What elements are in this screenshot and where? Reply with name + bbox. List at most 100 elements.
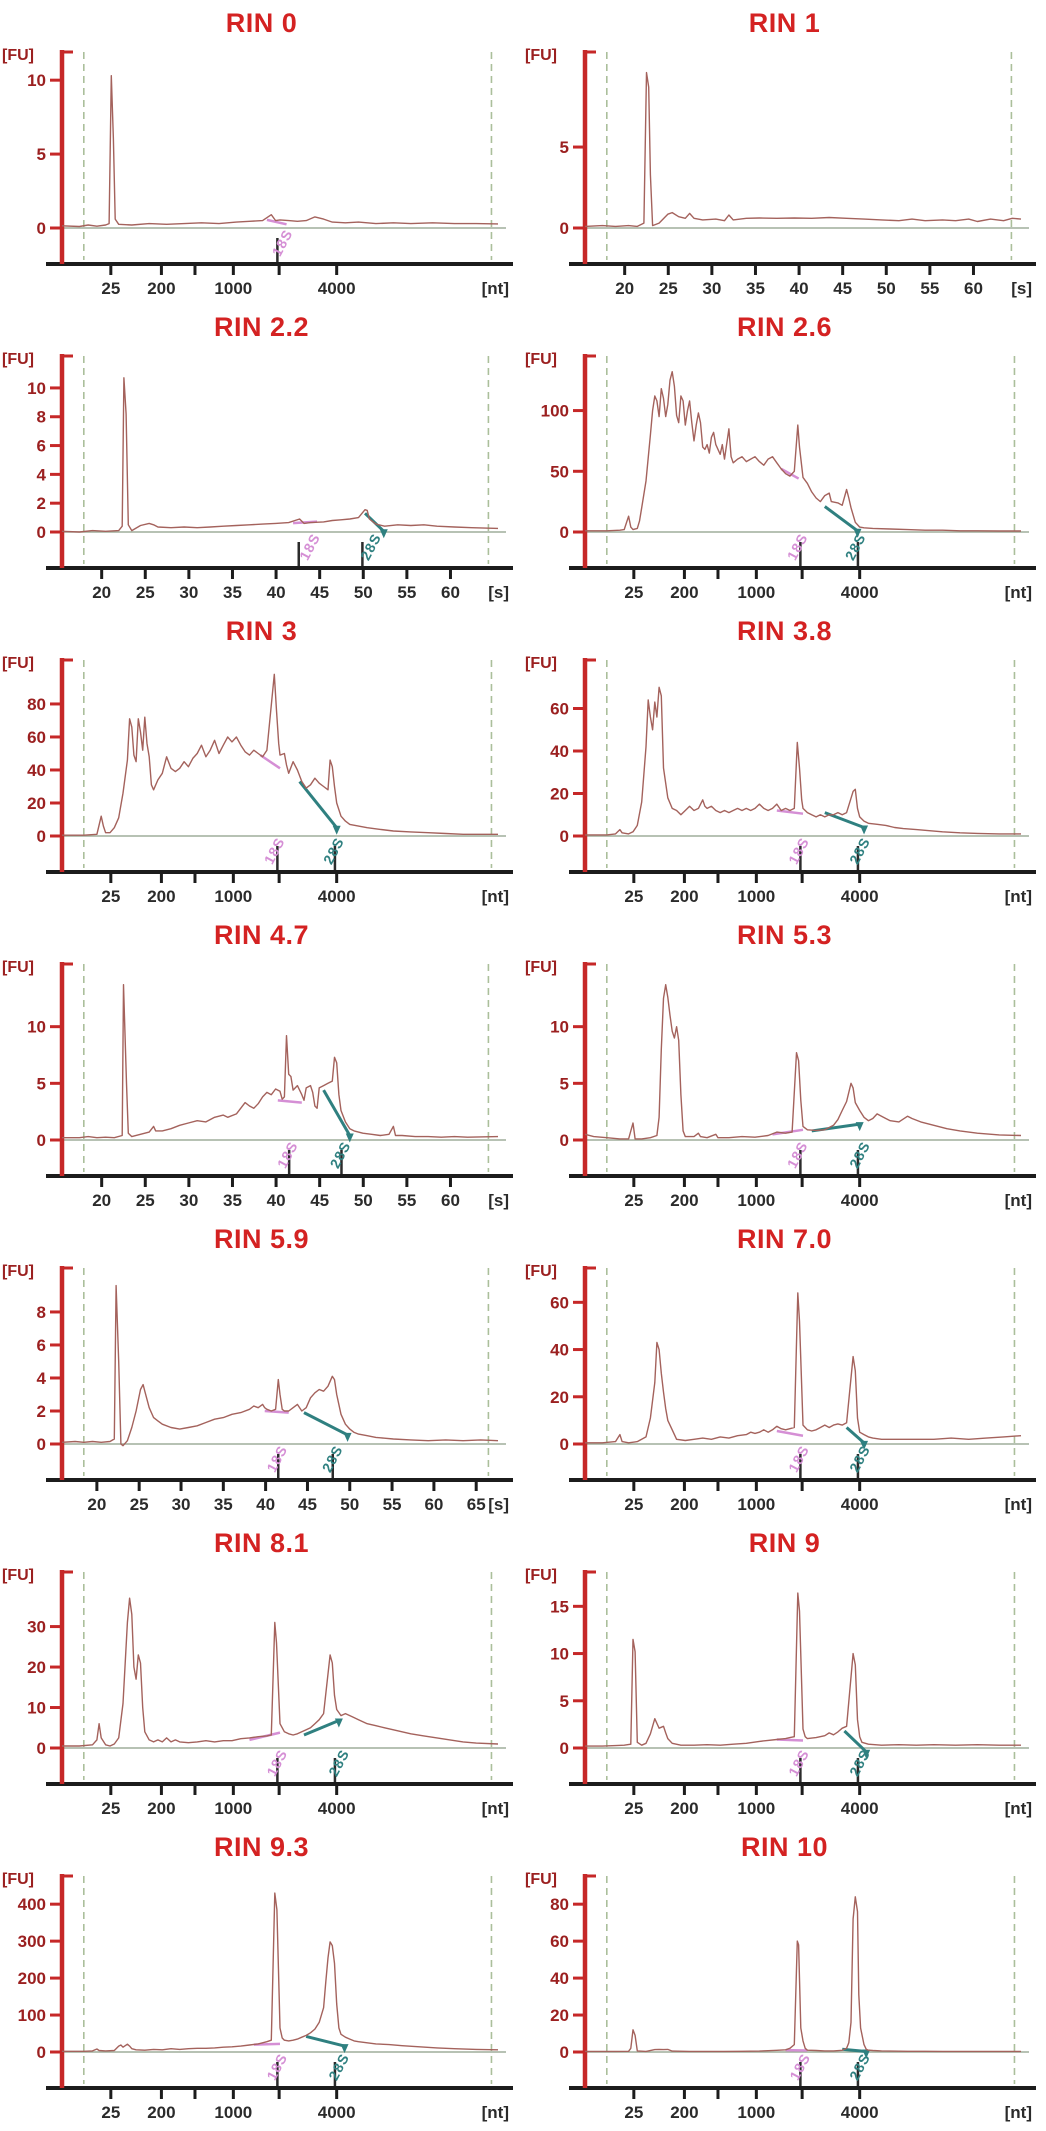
x-tick-label: 200 — [147, 279, 175, 298]
y-tick-label: 15 — [550, 1597, 569, 1616]
s18-marker-line — [776, 1429, 804, 1437]
s28-label: 28S — [846, 835, 873, 867]
x-unit-label: [nt] — [1005, 2103, 1032, 2122]
panel-title: RIN 2.2 — [213, 312, 310, 342]
y-axis-unit: [FU] — [2, 1567, 34, 1584]
x-tick-label: 50 — [340, 1495, 359, 1514]
x-tick-label: 200 — [670, 1495, 698, 1514]
x-tick-label: 20 — [92, 1191, 111, 1210]
x-tick-label: 55 — [397, 583, 416, 602]
s18-label: 18S — [263, 1443, 290, 1475]
x-tick-label: 1000 — [214, 279, 252, 298]
y-tick-label: 0 — [37, 523, 46, 542]
y-tick-label: 8 — [37, 1303, 46, 1322]
y-tick-label: 40 — [27, 761, 46, 780]
x-tick-label: 200 — [147, 887, 175, 906]
s18-label: 18S — [296, 531, 323, 563]
x-tick-label: 4000 — [318, 2103, 356, 2122]
y-axis-unit: [FU] — [2, 959, 34, 976]
s18-marker-line — [772, 1128, 804, 1136]
x-tick-label: 25 — [624, 583, 643, 602]
s18-marker-line — [259, 754, 281, 770]
panel-title: RIN 1 — [748, 8, 821, 38]
x-unit-label: [nt] — [482, 887, 509, 906]
x-tick-label: 50 — [877, 279, 896, 298]
s28-marker-line — [305, 2035, 345, 2048]
electropherogram-plot: 25 200 1000 4000 [nt] 0 100 200 300 400 [FU] 18S 28S — [2, 1871, 513, 2122]
x-tick-label: 25 — [101, 279, 120, 298]
y-tick-label: 0 — [560, 219, 569, 238]
s28-label: 28S — [846, 1443, 873, 1475]
y-tick-label: 0 — [37, 219, 46, 238]
y-tick-label: 60 — [550, 700, 569, 719]
panel-title: RIN 4.7 — [213, 920, 310, 950]
electropherogram-panel: RIN 9.3 25 200 1000 4000 [nt] 0 100 200 300 400 [F… — [0, 1824, 523, 2128]
y-tick-label: 6 — [37, 1336, 46, 1355]
s28-arrow-icon — [860, 825, 869, 835]
y-axis-unit: [FU] — [525, 655, 557, 672]
s18-label: 18S — [785, 1443, 812, 1475]
y-axis-unit: [FU] — [2, 47, 34, 64]
y-tick-label: 20 — [27, 1658, 46, 1677]
electropherogram-plot: 20 25 30 35 40 45 50 55 60 65 [s] 0 2 4 6 8 [FU] 18S 28S — [2, 1263, 513, 1514]
x-tick-label: 55 — [920, 279, 939, 298]
x-tick-label: 1000 — [737, 1191, 775, 1210]
electropherogram-plot: 25 200 1000 4000 [nt] 0 20 40 60 [FU] 18S 28S — [525, 655, 1036, 906]
s28-marker-line — [842, 2047, 867, 2053]
s18-label: 18S — [786, 2051, 813, 2083]
x-tick-label: 4000 — [318, 887, 356, 906]
y-axis-unit: [FU] — [525, 959, 557, 976]
y-tick-label: 0 — [560, 523, 569, 542]
x-tick-label: 200 — [670, 1799, 698, 1818]
x-unit-label: [nt] — [1005, 583, 1032, 602]
y-axis-unit: [FU] — [2, 1871, 34, 1888]
x-tick-label: 25 — [136, 583, 155, 602]
s18-marker-line — [266, 218, 287, 226]
x-tick-label: 1000 — [214, 2103, 252, 2122]
y-axis-unit: [FU] — [525, 1567, 557, 1584]
y-axis-unit: [FU] — [525, 1263, 557, 1280]
s28-marker-line — [322, 1089, 352, 1137]
x-tick-label: 45 — [298, 1495, 317, 1514]
y-tick-label: 5 — [560, 138, 569, 157]
electropherogram-panel: RIN 7.0 25 200 1000 4000 [nt] 0 20 40 60 [FU] 18S 2… — [523, 1216, 1046, 1520]
x-tick-label: 1000 — [737, 1799, 775, 1818]
s28-label: 28S — [320, 835, 347, 867]
y-tick-label: 2 — [37, 1402, 46, 1421]
y-tick-label: 0 — [560, 2043, 569, 2062]
y-tick-label: 40 — [550, 1341, 569, 1360]
y-tick-label: 2 — [37, 494, 46, 513]
y-tick-label: 4 — [37, 465, 47, 484]
y-tick-label: 80 — [27, 695, 46, 714]
x-tick-label: 25 — [624, 2103, 643, 2122]
x-tick-label: 55 — [397, 1191, 416, 1210]
s18-label: 18S — [784, 1139, 811, 1171]
y-tick-label: 10 — [550, 1018, 569, 1037]
y-tick-label: 0 — [37, 2043, 46, 2062]
x-tick-label: 30 — [179, 583, 198, 602]
y-tick-label: 5 — [37, 1074, 46, 1093]
y-tick-label: 20 — [550, 2006, 569, 2025]
x-tick-label: 45 — [833, 279, 852, 298]
x-tick-label: 1000 — [737, 583, 775, 602]
s28-arrow-icon — [334, 1718, 343, 1728]
x-unit-label: [s] — [488, 1191, 509, 1210]
electropherogram-plot: 20 25 30 35 40 45 50 55 60 [s] 0 5 10 [FU] 18S 28S — [2, 959, 513, 1210]
x-tick-label: 45 — [310, 583, 329, 602]
x-tick-label: 20 — [92, 583, 111, 602]
s18-label: 18S — [785, 835, 812, 867]
x-tick-label: 25 — [101, 887, 120, 906]
x-unit-label: [nt] — [482, 2103, 509, 2122]
y-tick-label: 40 — [550, 1969, 569, 1988]
electropherogram-plot: 25 200 1000 4000 [nt] 0 5 10 [FU] 18S — [2, 47, 513, 298]
s28-arrow-icon — [343, 1432, 352, 1442]
x-tick-label: 25 — [624, 1191, 643, 1210]
x-tick-label: 20 — [615, 279, 634, 298]
x-tick-label: 35 — [746, 279, 765, 298]
electropherogram-panel: RIN 0 25 200 1000 4000 [nt] 0 5 10 [FU] 18S — [0, 0, 523, 304]
y-tick-label: 50 — [550, 462, 569, 481]
y-tick-label: 60 — [27, 728, 46, 747]
x-tick-label: 25 — [130, 1495, 149, 1514]
